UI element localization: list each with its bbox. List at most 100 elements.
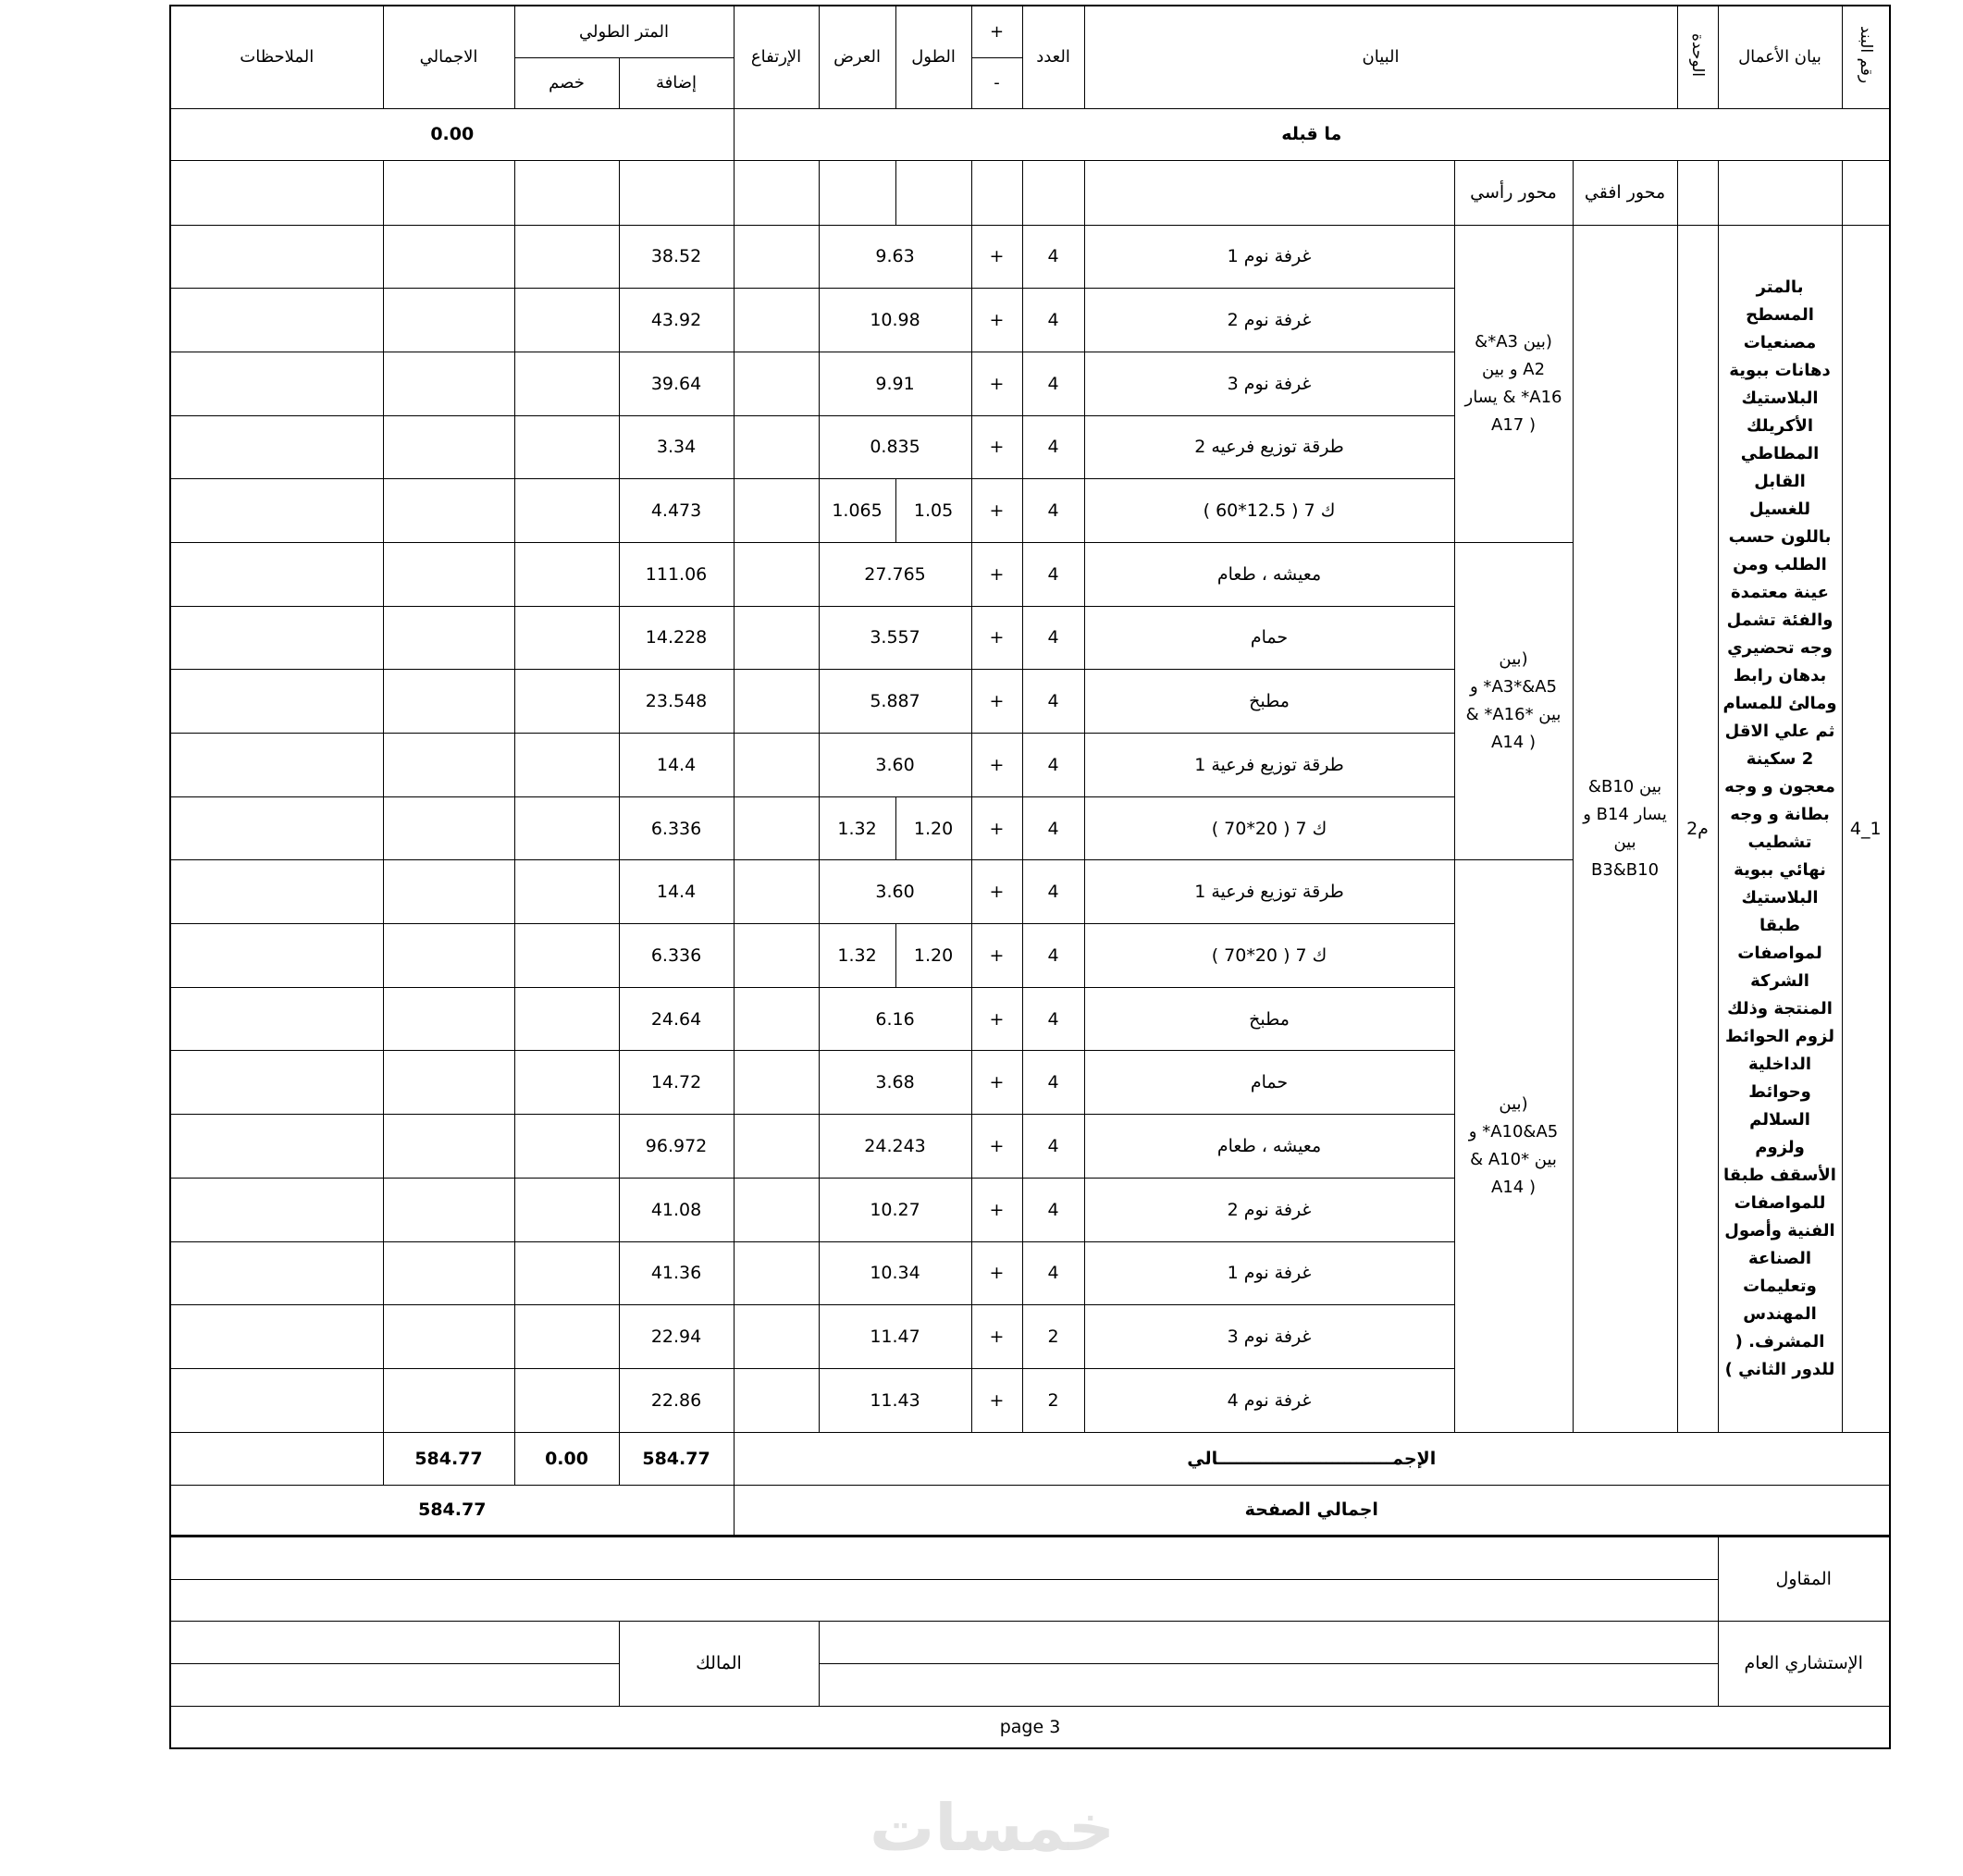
table-row: مطبخ 4 +6.16 24.64 [169, 986, 1890, 1052]
row-count: 4 [1021, 1114, 1085, 1179]
row-dimension: 27.765 [818, 541, 972, 607]
row-addition: 3.34 [618, 414, 735, 480]
row-notes [169, 1177, 384, 1242]
row-notes [169, 351, 384, 416]
header-row: رقم البند بيان الأعمال الوحدة البيان الع… [169, 5, 1891, 109]
page-row: page 3 [169, 1705, 1891, 1749]
row-notes [169, 1304, 384, 1369]
row-sign: + [970, 1177, 1023, 1242]
previous-label: ما قبله [733, 107, 1891, 161]
row-description: مطبخ [1083, 986, 1455, 1052]
row-addition: 96.972 [618, 1114, 735, 1179]
row-height [733, 986, 820, 1052]
owner-signature-2 [169, 1662, 620, 1707]
row-deduction [513, 1304, 620, 1369]
row-description: طرقة توزيع فرعية 1 [1083, 859, 1455, 925]
previous-value: 0.00 [169, 107, 735, 161]
grand-total-label: الإجمـــــــــــــــــــــــــــــالي [733, 1431, 1891, 1486]
empty-cell [818, 159, 896, 226]
row-sign: + [970, 859, 1023, 925]
row-total [382, 478, 515, 543]
row-dimension: 6.16 [818, 986, 972, 1052]
row-description: ك 7 ( 20*70 ) [1083, 923, 1455, 988]
header-unit: الوحدة [1676, 5, 1719, 109]
row-count: 4 [1021, 859, 1085, 925]
row-count: 4 [1021, 796, 1085, 861]
row-sign: + [970, 478, 1023, 543]
item-unit: م2 [1676, 224, 1719, 1433]
row-height [733, 351, 820, 416]
empty-cell [169, 159, 384, 226]
row-dimension: 3.60 [818, 859, 972, 925]
header-minus: - [970, 56, 1023, 109]
row-description: حمام [1083, 605, 1455, 671]
header-width: العرض [818, 5, 896, 109]
page-total-label: اجمالي الصفحة [733, 1484, 1891, 1537]
row-total [382, 859, 515, 925]
row-sign: + [970, 733, 1023, 797]
row-addition: 14.4 [618, 859, 735, 925]
row-total [382, 541, 515, 607]
table-row: حمام 4 +3.557 14.228 [169, 605, 1890, 671]
row-count: 4 [1021, 986, 1085, 1052]
empty-cell [169, 1431, 384, 1486]
row-notes [169, 414, 384, 480]
row-sign: + [970, 288, 1023, 352]
table-row: غرفة نوم 3 2 +11.47 22.94 [169, 1304, 1890, 1369]
row-height [733, 796, 820, 861]
row-count: 4 [1021, 414, 1085, 480]
row-height [733, 1367, 820, 1433]
vertical-axis-header: محور رأسي [1453, 159, 1574, 226]
table-row: غرفة نوم 2 4 +10.27 41.08 [169, 1177, 1890, 1242]
row-count: 2 [1021, 1304, 1085, 1369]
header-statement: البيان [1083, 5, 1678, 109]
row-addition: 6.336 [618, 923, 735, 988]
row-sign: + [970, 669, 1023, 734]
row-height [733, 859, 820, 925]
row-description: غرفة نوم 2 [1083, 288, 1455, 352]
empty-cell [733, 159, 820, 226]
row-total [382, 986, 515, 1052]
row-deduction [513, 1114, 620, 1179]
grand-total-addition: 584.77 [618, 1431, 735, 1486]
row-height [733, 923, 820, 988]
empty-cell [895, 159, 972, 226]
row-sign: + [970, 986, 1023, 1052]
owner-label: المالك [618, 1620, 820, 1707]
row-description: طرقة توزيع فرعيه 2 [1083, 414, 1455, 480]
row-addition: 6.336 [618, 796, 735, 861]
grand-total-deduction: 0.00 [513, 1431, 620, 1486]
row-addition: 14.4 [618, 733, 735, 797]
row-sign: + [970, 1050, 1023, 1116]
contractor-label: المقاول [1717, 1536, 1891, 1622]
row-height [733, 1177, 820, 1242]
row-dimension: 0.835 [818, 414, 972, 480]
row-height [733, 1050, 820, 1116]
row-sign: + [970, 923, 1023, 988]
row-dimension: 10.98 [818, 288, 972, 352]
row-deduction [513, 288, 620, 352]
row-addition: 24.64 [618, 986, 735, 1052]
row-deduction [513, 414, 620, 480]
consultant-subrow [169, 1662, 1890, 1707]
signature-table: المقاول الإستشاري العام المالك page 3 [169, 1536, 1891, 1749]
header-subrow: - إضافة خصم [170, 56, 1890, 109]
header-deduction: خصم [513, 56, 620, 109]
row-sign: + [970, 351, 1023, 416]
header-plus: + [970, 5, 1023, 58]
empty-cell [382, 159, 515, 226]
row-sign: + [970, 224, 1023, 290]
contractor-signature-1 [169, 1536, 1719, 1580]
row-height [733, 605, 820, 671]
row-notes [169, 1367, 384, 1433]
row-dimension: 3.557 [818, 605, 972, 671]
row-dimension: 11.47 [818, 1304, 972, 1369]
row-dimension: 3.60 [818, 733, 972, 797]
row-total [382, 1114, 515, 1179]
header-notes: الملاحظات [169, 5, 384, 109]
axes-header-row: محور افقي محور رأسي [169, 159, 1891, 226]
row-count: 4 [1021, 1240, 1085, 1306]
row-total [382, 224, 515, 290]
header-count: العدد [1021, 5, 1085, 109]
horizontal-axis: بين B10& يسار B14 و بين B3&B10 [1572, 224, 1678, 1433]
